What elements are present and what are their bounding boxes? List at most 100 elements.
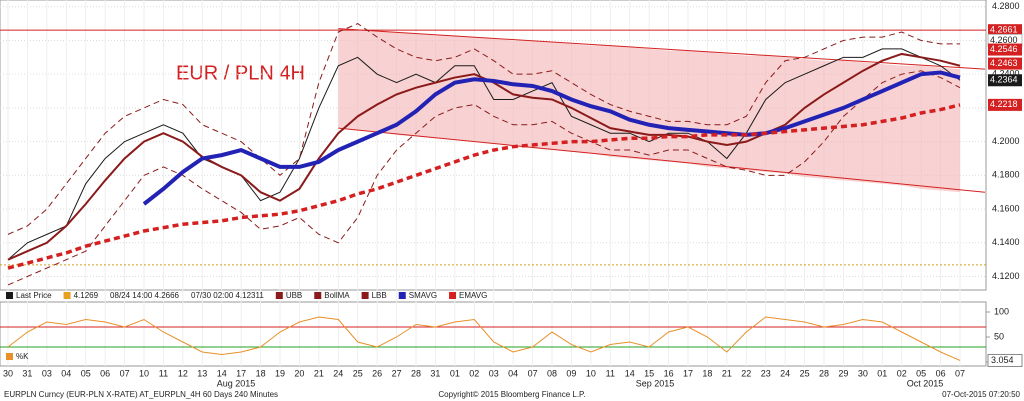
month-label: Oct 2015 bbox=[907, 378, 944, 388]
y-tick-label: 4.2400 bbox=[992, 69, 1020, 79]
legend-label: SMAVG bbox=[409, 291, 437, 300]
x-tick-label: 17 bbox=[683, 368, 693, 378]
x-tick-label: 22 bbox=[741, 368, 751, 378]
legend-label: 07/30 02:00 4.12311 bbox=[191, 291, 264, 300]
x-tick-label: 23 bbox=[761, 368, 771, 378]
x-tick-label: 01 bbox=[450, 368, 460, 378]
y-tick-label: 4.1800 bbox=[992, 170, 1020, 180]
price-tag bbox=[988, 57, 1022, 70]
legend-label: UBB bbox=[286, 291, 302, 300]
series-line bbox=[7, 316, 961, 361]
footer-right: 07-Oct-2015 07:20:50 bbox=[942, 390, 1020, 399]
price-tag-label: 4.2218 bbox=[990, 99, 1018, 109]
main-frame bbox=[0, 0, 987, 291]
x-tick-label: 28 bbox=[411, 368, 421, 378]
legend-swatch bbox=[398, 292, 406, 299]
x-tick-label: 25 bbox=[353, 368, 363, 378]
legend-swatch bbox=[449, 292, 457, 299]
legend-swatch bbox=[361, 292, 369, 299]
x-tick-label: 21 bbox=[314, 368, 324, 378]
x-tick-label: 13 bbox=[197, 368, 207, 378]
price-tag-label: 4.2463 bbox=[990, 58, 1018, 68]
series-line bbox=[7, 103, 961, 270]
legend-swatch bbox=[314, 292, 322, 299]
price-tag-label: 3.054 bbox=[991, 355, 1014, 365]
legend-swatch bbox=[275, 292, 283, 299]
channel bbox=[338, 28, 960, 193]
series-line bbox=[7, 70, 961, 286]
y-tick-label: 4.1400 bbox=[992, 237, 1020, 247]
x-tick-label: 30 bbox=[3, 368, 13, 378]
legend-label: %K bbox=[16, 352, 29, 361]
x-tick-label: 05 bbox=[916, 368, 926, 378]
x-tick-label: 24 bbox=[780, 368, 790, 378]
month-label: Aug 2015 bbox=[217, 378, 256, 388]
lower-frame bbox=[0, 301, 987, 367]
y-tick-label: 100 bbox=[994, 306, 1009, 316]
x-tick-label: 03 bbox=[42, 368, 52, 378]
price-tag bbox=[988, 98, 1022, 111]
x-tick-label: 17 bbox=[236, 368, 246, 378]
channel-edge bbox=[338, 127, 986, 193]
x-tick-label: 31 bbox=[22, 368, 32, 378]
legend-label: 08/24 14:00 4.2666 bbox=[110, 291, 180, 300]
x-tick-label: 08 bbox=[547, 368, 557, 378]
y-tick-label: 50 bbox=[994, 331, 1004, 341]
price-tag bbox=[987, 353, 1023, 367]
legend-label: EMAVG bbox=[459, 291, 487, 300]
x-tick-label: 31 bbox=[430, 368, 440, 378]
footer-center: Copyright© 2015 Bloomberg Finance L.P. bbox=[438, 390, 585, 399]
x-tick-label: 07 bbox=[528, 368, 538, 378]
x-tick-label: 24 bbox=[333, 368, 343, 378]
x-tick-label: 21 bbox=[722, 368, 732, 378]
x-tick-label: 10 bbox=[586, 368, 596, 378]
legend-label: LBB bbox=[372, 291, 387, 300]
x-tick-label: 15 bbox=[644, 368, 654, 378]
x-tick-label: 02 bbox=[469, 368, 479, 378]
legend-swatch bbox=[63, 292, 71, 299]
x-tick-label: 11 bbox=[159, 368, 168, 378]
x-tick-label: 20 bbox=[294, 368, 304, 378]
x-tick-label: 06 bbox=[100, 368, 110, 378]
footer-left: EURPLN Curncy (EUR-PLN X-RATE) AT_EURPLN… bbox=[4, 390, 278, 399]
x-tick-label: 05 bbox=[81, 368, 91, 378]
price-tag bbox=[988, 24, 1022, 37]
x-tick-label: 02 bbox=[897, 368, 907, 378]
y-tick-label: 4.1600 bbox=[992, 203, 1020, 213]
legend-swatch bbox=[6, 292, 13, 299]
x-tick-label: 04 bbox=[508, 368, 518, 378]
x-tick-label: 25 bbox=[800, 368, 810, 378]
month-label: Sep 2015 bbox=[636, 378, 675, 388]
x-tick-label: 29 bbox=[838, 368, 848, 378]
x-tick-label: 10 bbox=[139, 368, 149, 378]
x-tick-label: 03 bbox=[489, 368, 499, 378]
series-line bbox=[142, 70, 961, 206]
legend-label: Last Price bbox=[16, 291, 52, 300]
x-tick-label: 28 bbox=[819, 368, 829, 378]
price-tag-label: 4.2600 bbox=[990, 35, 1018, 45]
price-tag-label: 4.2364 bbox=[990, 75, 1018, 85]
x-tick-label: 12 bbox=[178, 368, 188, 378]
x-tick-label: 19 bbox=[275, 368, 285, 378]
price-tag-label: 4.2661 bbox=[990, 25, 1018, 35]
x-tick-label: 27 bbox=[392, 368, 402, 378]
x-tick-label: 16 bbox=[664, 368, 674, 378]
x-tick-label: 18 bbox=[256, 368, 266, 378]
x-tick-label: 26 bbox=[372, 368, 382, 378]
x-tick-label: 07 bbox=[955, 368, 965, 378]
x-tick-label: 07 bbox=[120, 368, 130, 378]
chart-title: EUR / PLN 4H bbox=[176, 62, 305, 84]
x-tick-label: 09 bbox=[566, 368, 576, 378]
x-tick-label: 14 bbox=[217, 368, 227, 378]
x-tick-label: 14 bbox=[625, 368, 635, 378]
price-tag bbox=[988, 43, 1022, 56]
y-tick-label: 4.1200 bbox=[992, 271, 1020, 281]
price-tag bbox=[988, 74, 1022, 87]
x-tick-label: 06 bbox=[936, 368, 946, 378]
series-line bbox=[7, 23, 960, 235]
x-tick-label: 11 bbox=[606, 368, 615, 378]
legend-label: 4.1269 bbox=[74, 291, 99, 300]
series-line bbox=[7, 48, 961, 261]
legend-swatch bbox=[6, 353, 13, 360]
